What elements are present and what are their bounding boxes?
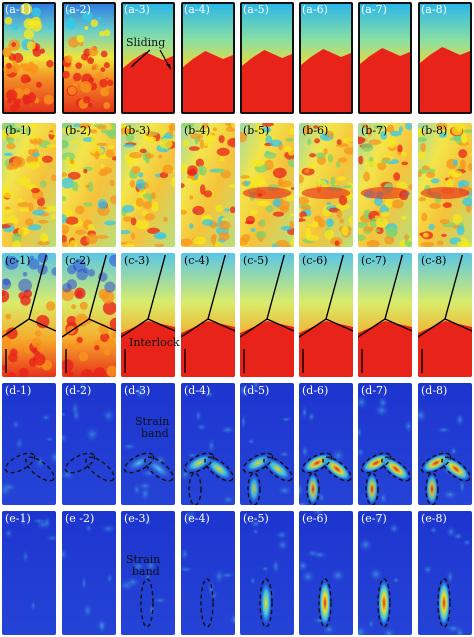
panel-label: (d-8) — [421, 384, 447, 397]
panel-b-5: (b-5) — [240, 123, 294, 247]
panel-label: (d-4) — [184, 384, 210, 397]
panel-label: (d-6) — [302, 384, 328, 397]
panel-label: (a-6) — [302, 3, 328, 16]
panel-e-1: (e-1) — [2, 511, 56, 635]
annotation-strain-band-e: Strain — [126, 553, 160, 566]
panel-c-3: (c-3) — [121, 253, 175, 377]
panel-e-3: (e-3) — [121, 511, 175, 635]
row-d: (d-1) (d-2) (d-3) (d-4) (d-5) (d-6) (d-7) (d-8) — [2, 383, 472, 505]
panel-e-5: (e-5) — [240, 511, 294, 635]
panel-a-2: (a-2) — [62, 2, 116, 114]
panel-label: (d-1) — [5, 384, 31, 397]
row-b: (b-1) (b-2) (b-3) (b-4) (b-5) (b-6) (b-7) (b-8) — [2, 123, 472, 247]
panel-b-2: (b-2) — [62, 123, 116, 247]
panel-label: (d-7) — [361, 384, 387, 397]
panel-label: (a-4) — [184, 3, 210, 16]
panel-d-4: (d-4) — [181, 383, 235, 505]
panel-a-6: (a-6) — [299, 2, 353, 114]
panel-d-3: (d-3) — [121, 383, 175, 505]
panel-c-6: (c-6) — [299, 253, 353, 377]
panel-label: (d-5) — [243, 384, 269, 397]
panel-c-4: (c-4) — [181, 253, 235, 377]
row-a: (a-1) (a-2) (a-3) (a-4) (a-5) (a-6) (a-7) (a-8) — [2, 2, 472, 114]
panel-b-8: (b-8) — [418, 123, 472, 247]
panel-label: (e-5) — [243, 512, 269, 525]
panel-b-4: (b-4) — [181, 123, 235, 247]
panel-label: (c-6) — [302, 254, 327, 267]
annotation-strain-band-d-line2: band — [141, 427, 169, 440]
panel-label: (a-1) — [5, 3, 31, 16]
panel-c-2: (c-2) — [62, 253, 116, 377]
panel-c-1: (c-1) — [2, 253, 56, 377]
panel-label: (b-5) — [243, 124, 269, 137]
panel-label: (e-6) — [302, 512, 328, 525]
panel-d-6: (d-6) — [299, 383, 353, 505]
panel-d-1: (d-1) — [2, 383, 56, 505]
row-c: (c-1) (c-2) (c-3) (c-4) (c-5) (c-6) (c-7) (c-8) — [2, 253, 472, 377]
panel-label: (c-8) — [421, 254, 446, 267]
panel-label: (b-8) — [421, 124, 447, 137]
panel-label: (a-5) — [243, 3, 269, 16]
panel-label: (b-4) — [184, 124, 210, 137]
panel-label: (a-7) — [361, 3, 387, 16]
panel-label: (c-4) — [184, 254, 209, 267]
panel-d-8: (d-8) — [418, 383, 472, 505]
panel-label: (b-1) — [5, 124, 31, 137]
panel-a-3: (a-3) — [121, 2, 175, 114]
panel-a-5: (a-5) — [240, 2, 294, 114]
panel-d-7: (d-7) — [358, 383, 412, 505]
panel-label: (a-2) — [65, 3, 91, 16]
panel-label: (c-5) — [243, 254, 268, 267]
panel-c-8: (c-8) — [418, 253, 472, 377]
panel-e-4: (e-4) — [181, 511, 235, 635]
panel-label: (e-8) — [421, 512, 447, 525]
panel-label: (e-1) — [5, 512, 31, 525]
panel-label: (b-3) — [124, 124, 150, 137]
panel-a-1: (a-1) — [2, 2, 56, 114]
annotation-strain-band-e-line2: band — [132, 565, 160, 578]
panel-c-7: (c-7) — [358, 253, 412, 377]
panel-label: (b-2) — [65, 124, 91, 137]
panel-label: (b-6) — [302, 124, 328, 137]
panel-label: (e -2) — [65, 512, 94, 525]
panel-b-7: (b-7) — [358, 123, 412, 247]
panel-label: (c-3) — [124, 254, 149, 267]
panel-e-7: (e-7) — [358, 511, 412, 635]
panel-label: (c-1) — [5, 254, 30, 267]
panel-label: (a-3) — [124, 3, 150, 16]
panel-label: (c-2) — [65, 254, 90, 267]
panel-e-2: (e -2) — [62, 511, 116, 635]
panel-label: (e-3) — [124, 512, 150, 525]
panel-label: (e-7) — [361, 512, 387, 525]
annotation-strain-band-d: Strain — [135, 415, 169, 428]
panel-b-3: (b-3) — [121, 123, 175, 247]
panel-b-6: (b-6) — [299, 123, 353, 247]
panel-e-6: (e-6) — [299, 511, 353, 635]
panel-label: (a-8) — [421, 3, 447, 16]
annotation-interlock: Interlock — [129, 336, 180, 349]
panel-label: (d-3) — [124, 384, 150, 397]
panel-a-4: (a-4) — [181, 2, 235, 114]
panel-c-5: (c-5) — [240, 253, 294, 377]
panel-label: (e-4) — [184, 512, 210, 525]
panel-d-5: (d-5) — [240, 383, 294, 505]
panel-d-2: (d-2) — [62, 383, 116, 505]
panel-b-1: (b-1) — [2, 123, 56, 247]
panel-a-7: (a-7) — [358, 2, 412, 114]
panel-a-8: (a-8) — [418, 2, 472, 114]
annotation-sliding: Sliding — [126, 36, 165, 49]
panel-label: (b-7) — [361, 124, 387, 137]
panel-label: (d-2) — [65, 384, 91, 397]
panel-e-8: (e-8) — [418, 511, 472, 635]
panel-label: (c-7) — [361, 254, 386, 267]
row-e: (e-1) (e -2) (e-3) (e-4) (e-5) (e-6) (e-7) (e-8… — [2, 511, 472, 635]
